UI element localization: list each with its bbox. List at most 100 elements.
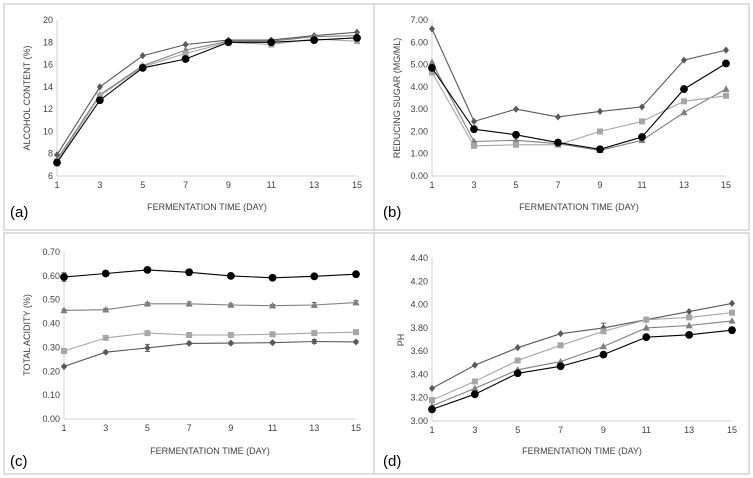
data-point xyxy=(95,96,104,105)
y-axis-title: TOTAL ACIDITY (%) xyxy=(22,294,32,376)
series-line xyxy=(431,63,727,150)
data-point xyxy=(471,117,477,125)
y-tick-label: 4.40 xyxy=(410,253,428,263)
data-point xyxy=(353,33,361,42)
x-tick-label: 1 xyxy=(61,423,66,433)
data-point xyxy=(514,344,521,352)
data-point xyxy=(138,64,147,72)
series-diamond xyxy=(61,337,359,371)
y-axis-title: REDUCING SUGAR (MG/ML) xyxy=(392,38,402,159)
y-tick-label: 7.00 xyxy=(410,15,428,25)
data-point xyxy=(60,306,68,314)
data-point xyxy=(680,85,688,93)
data-point xyxy=(102,348,109,356)
data-point xyxy=(681,98,687,105)
y-tick-label: 14 xyxy=(43,82,53,92)
series-line xyxy=(431,62,727,151)
y-tick-label: 20 xyxy=(43,15,53,25)
data-point xyxy=(557,342,564,349)
data-point xyxy=(181,55,190,63)
data-point xyxy=(513,141,519,148)
y-tick-label: 0.60 xyxy=(42,271,60,281)
data-point xyxy=(102,334,109,341)
panel-label: (c) xyxy=(10,453,28,470)
data-point xyxy=(597,128,603,135)
x-tick-label: 7 xyxy=(183,180,188,190)
y-tick-label: 3.80 xyxy=(410,323,428,333)
data-point xyxy=(722,85,730,92)
series-line xyxy=(63,269,357,279)
series-line xyxy=(431,312,733,401)
series-line xyxy=(431,329,733,410)
data-point xyxy=(310,36,319,44)
y-tick-label: 0.40 xyxy=(42,319,60,329)
data-point xyxy=(686,314,693,321)
data-point xyxy=(311,337,318,346)
series-circle xyxy=(428,326,736,414)
y-tick-label: 10 xyxy=(43,126,53,136)
x-axis-title: FERMENTATION TIME (DAY) xyxy=(150,446,270,456)
data-point xyxy=(269,331,276,338)
data-point xyxy=(556,357,565,365)
x-tick-label: 9 xyxy=(601,425,606,435)
data-point xyxy=(96,83,103,91)
x-tick-label: 9 xyxy=(597,180,602,190)
x-tick-label: 15 xyxy=(352,180,362,190)
panel-border xyxy=(373,3,750,231)
panel-border xyxy=(373,232,750,475)
series-triangle xyxy=(60,298,360,314)
data-point xyxy=(555,113,561,121)
series-line xyxy=(431,320,733,407)
y-tick-label: 8 xyxy=(48,149,53,159)
data-point xyxy=(268,301,277,309)
data-point xyxy=(600,328,607,335)
series-line xyxy=(63,331,357,352)
data-point xyxy=(639,103,645,111)
series-square xyxy=(61,329,359,355)
x-tick-label: 1 xyxy=(429,180,434,190)
data-point xyxy=(596,145,604,154)
series-diamond xyxy=(429,299,735,392)
data-point xyxy=(681,56,687,64)
x-tick-label: 11 xyxy=(268,423,277,433)
y-tick-label: 0.00 xyxy=(410,171,428,181)
data-point xyxy=(144,344,151,352)
data-point xyxy=(554,138,562,147)
y-axis-title: PH xyxy=(396,334,406,347)
x-tick-label: 15 xyxy=(351,423,361,433)
series-line xyxy=(56,31,358,156)
data-point xyxy=(723,92,729,99)
data-point xyxy=(352,298,360,306)
data-point xyxy=(428,405,436,414)
x-axis-title: FERMENTATION TIME (DAY) xyxy=(522,446,642,456)
panel-label: (b) xyxy=(383,204,401,221)
chart-panel-4: 3.003.203.403.603.804.004.204.401 3 5 7 9 11 1… xyxy=(373,232,750,475)
x-tick-label: 13 xyxy=(679,180,689,190)
data-point xyxy=(429,397,435,404)
x-tick-label: 15 xyxy=(727,425,737,435)
x-tick-label: 9 xyxy=(226,180,231,190)
chart-panel-3: 0.000.100.200.300.400.500.600.701 3 5 7 9 11 1… xyxy=(3,232,375,475)
data-point xyxy=(723,46,729,54)
data-point xyxy=(139,52,146,60)
data-point xyxy=(512,136,520,144)
y-tick-label: 2.00 xyxy=(410,126,428,136)
data-point xyxy=(185,268,194,277)
data-point xyxy=(471,142,477,149)
data-point xyxy=(513,369,522,378)
x-tick-label: 11 xyxy=(267,180,276,190)
x-tick-label: 1 xyxy=(429,425,434,435)
data-point xyxy=(53,158,61,167)
data-point xyxy=(471,384,479,392)
data-point xyxy=(729,309,735,316)
data-point xyxy=(182,50,189,57)
x-tick-label: 13 xyxy=(309,423,319,433)
data-point xyxy=(268,273,277,282)
data-point xyxy=(514,357,521,364)
x-tick-label: 7 xyxy=(555,180,560,190)
series-line xyxy=(63,302,357,311)
panel-border xyxy=(3,3,375,231)
series-diamond xyxy=(429,25,729,125)
x-tick-label: 11 xyxy=(637,180,646,190)
